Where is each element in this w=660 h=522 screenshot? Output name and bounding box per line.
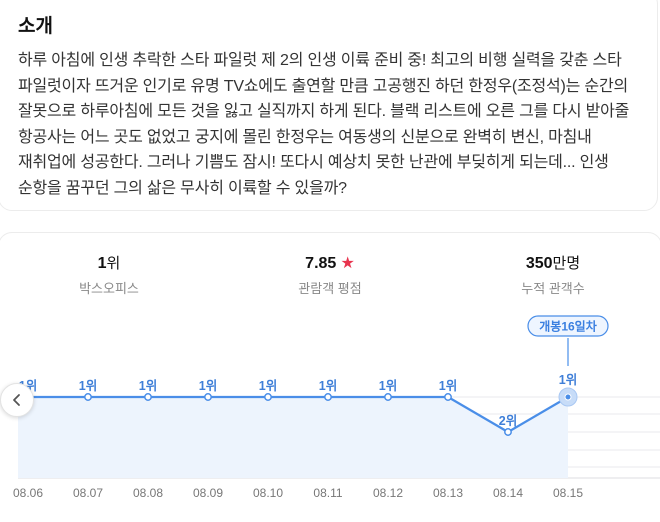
data-label: 2위 bbox=[499, 414, 517, 428]
area-fill bbox=[18, 397, 568, 478]
star-icon: ★ bbox=[340, 255, 355, 272]
data-label: 1위 bbox=[439, 379, 457, 393]
stat-boxoffice-label: 박스오피스 bbox=[79, 281, 139, 296]
data-point bbox=[144, 393, 152, 401]
stat-audience: 350만명 누적 관객수 bbox=[463, 254, 643, 297]
stat-rating-value: 7.85 bbox=[305, 255, 337, 272]
stat-rating-label: 관람객 평점 bbox=[298, 281, 362, 296]
data-point bbox=[444, 393, 452, 401]
stat-boxoffice-value: 1 bbox=[97, 255, 107, 272]
data-point bbox=[324, 393, 332, 401]
data-label: 1위 bbox=[319, 379, 337, 393]
data-label: 1위 bbox=[79, 379, 97, 393]
x-tick-label: 08.09 bbox=[193, 486, 223, 500]
x-tick-label: 08.10 bbox=[253, 486, 283, 500]
x-tick-label: 08.12 bbox=[373, 486, 403, 500]
intro-card bbox=[0, 0, 658, 211]
data-label: 1위 bbox=[199, 379, 217, 393]
data-label: 1위 bbox=[379, 379, 397, 393]
stat-boxoffice: 1위 박스오피스 bbox=[19, 254, 199, 297]
ranking-chart: 개봉16일차 1위 08.06 1위 08.07 1위 08.08 1위 08.09 1위 08.1… bbox=[0, 300, 660, 522]
data-label: 1위 bbox=[259, 379, 277, 393]
data-label: 1위 bbox=[559, 373, 577, 387]
data-point bbox=[564, 393, 572, 401]
stat-audience-value: 350 bbox=[525, 255, 553, 272]
data-label: 1위 bbox=[139, 379, 157, 393]
x-tick-label: 08.14 bbox=[493, 486, 523, 500]
x-tick-label: 08.15 bbox=[553, 486, 583, 500]
x-tick-label: 08.13 bbox=[433, 486, 463, 500]
data-point bbox=[504, 428, 512, 436]
highlight-badge bbox=[527, 315, 609, 337]
x-tick-label: 08.07 bbox=[73, 486, 103, 500]
highlight-badge-label: 개봉16일차 bbox=[539, 319, 597, 334]
stat-rating: 7.85 ★ 관람객 평점 bbox=[240, 254, 420, 297]
data-point bbox=[264, 393, 272, 401]
x-tick-label: 08.08 bbox=[133, 486, 163, 500]
data-point bbox=[84, 393, 92, 401]
stat-audience-label: 누적 관객수 bbox=[521, 281, 585, 296]
stat-audience-unit: 만명 bbox=[552, 255, 581, 272]
intro-title: 소개 bbox=[18, 16, 53, 37]
x-tick-label: 08.11 bbox=[313, 486, 342, 500]
chevron-left-icon bbox=[13, 394, 20, 406]
x-tick-label: 08.06 bbox=[13, 486, 43, 500]
data-point bbox=[384, 393, 392, 401]
intro-body: 하루 아침에 인생 추락한 스타 파일럿 제 2의 인생 이륙 준비 중! 최고… bbox=[18, 52, 630, 197]
ranking-chart-svg: 개봉16일차 1위 08.06 1위 08.07 1위 08.08 1위 08.09 1위 08.1… bbox=[13, 315, 660, 500]
stat-boxoffice-unit: 위 bbox=[106, 255, 121, 272]
data-point bbox=[204, 393, 212, 401]
chart-prev-button[interactable] bbox=[0, 383, 34, 417]
